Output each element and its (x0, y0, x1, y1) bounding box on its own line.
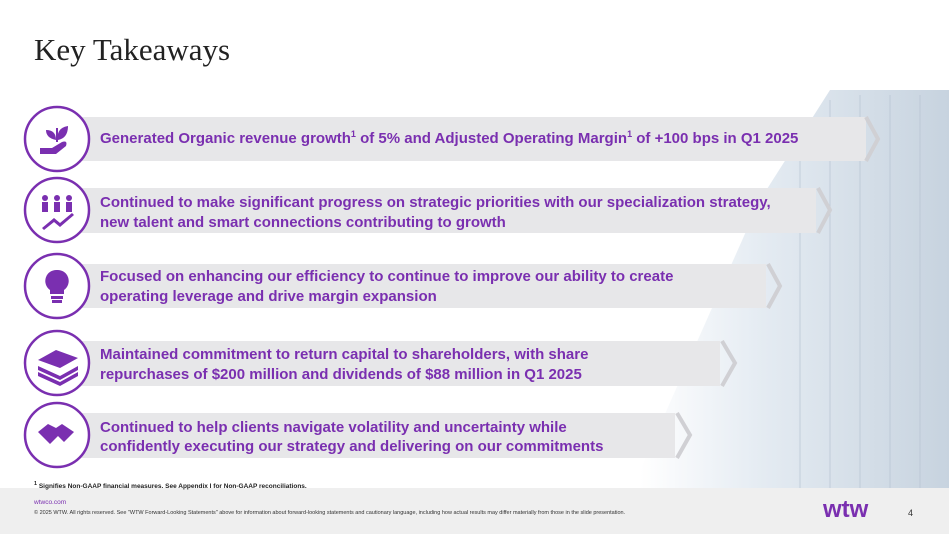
takeaway-line: repurchases of $200 million and dividend… (100, 366, 582, 384)
takeaway-line: new talent and smart connections contrib… (100, 214, 506, 232)
page-number: 4 (908, 508, 913, 518)
takeaway-text: repurchases of $200 million and dividend… (100, 366, 582, 383)
superscript: 1 (627, 129, 633, 139)
takeaway-line: Continued to make significant progress o… (100, 194, 771, 212)
takeaway-line: Continued to help clients navigate volat… (100, 419, 567, 437)
legal: © 2025 WTW. All rights reserved. See "WT… (34, 510, 626, 516)
takeaway-text: operating leverage and drive margin expa… (100, 288, 437, 305)
superscript: 1 (350, 129, 356, 139)
takeaway-text: of +100 bps in Q1 2025 (632, 130, 799, 147)
takeaway-line: Maintained commitment to return capital … (100, 346, 588, 364)
footnote-text: Signifies Non-GAAP financial measures. S… (38, 483, 307, 491)
footnote: 1 Signifies Non-GAAP financial measures.… (34, 481, 307, 490)
takeaway-text: Focused on enhancing our efficiency to c… (100, 268, 674, 285)
takeaway-line: Focused on enhancing our efficiency to c… (100, 268, 673, 286)
slide-title: Key Takeaways (34, 32, 231, 67)
takeaway-text: Continued to help clients navigate volat… (100, 419, 567, 436)
site: wtwco.com (34, 499, 67, 506)
takeaway-line: Generated Organic revenue growth1 of 5% … (100, 130, 798, 148)
takeaway-text: new talent and smart connections contrib… (100, 214, 506, 231)
takeaway-line: operating leverage and drive margin expa… (100, 288, 437, 306)
takeaway-text: confidently executing our strategy and d… (100, 438, 604, 455)
takeaway-text: of 5% and Adjusted Operating Margin (355, 130, 628, 147)
takeaway-text: Maintained commitment to return capital … (100, 346, 589, 363)
takeaway-text: Generated Organic revenue growth (100, 130, 351, 147)
footnote-marker: 1 (34, 481, 38, 487)
takeaway-text: Continued to make significant progress o… (100, 194, 771, 211)
logo: wtw (822, 496, 869, 523)
takeaway-line: confidently executing our strategy and d… (100, 438, 603, 456)
